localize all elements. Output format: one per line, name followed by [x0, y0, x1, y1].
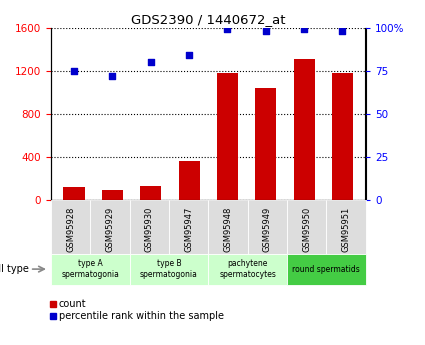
Point: [71, 68, 77, 73]
Bar: [208, 254, 287, 285]
Bar: [294, 59, 314, 200]
Point: [224, 27, 231, 32]
Bar: [130, 254, 208, 285]
Text: type A
spermatogonia: type A spermatogonia: [61, 259, 119, 279]
Bar: [255, 88, 276, 200]
Bar: [287, 254, 366, 285]
Bar: [178, 161, 200, 200]
Bar: [63, 187, 85, 200]
Text: GSM95950: GSM95950: [302, 207, 311, 252]
Text: GSM95948: GSM95948: [224, 207, 232, 252]
Text: GSM95951: GSM95951: [341, 207, 350, 252]
Title: GDS2390 / 1440672_at: GDS2390 / 1440672_at: [131, 13, 286, 27]
Text: GSM95929: GSM95929: [105, 207, 114, 252]
Point: [339, 28, 346, 34]
Point: [301, 27, 308, 32]
Text: pachytene
spermatocytes: pachytene spermatocytes: [219, 259, 276, 279]
Bar: [169, 200, 208, 254]
Bar: [102, 190, 123, 200]
Point: [109, 73, 116, 79]
Text: percentile rank within the sample: percentile rank within the sample: [59, 311, 224, 321]
Text: GSM95949: GSM95949: [263, 207, 272, 252]
Bar: [51, 200, 90, 254]
Text: GSM95947: GSM95947: [184, 207, 193, 252]
Bar: [208, 200, 247, 254]
Text: cell type: cell type: [0, 264, 29, 274]
Point: [186, 52, 193, 58]
Text: GSM95928: GSM95928: [66, 207, 75, 252]
Text: GSM95930: GSM95930: [145, 207, 154, 252]
Bar: [332, 73, 353, 200]
Bar: [90, 200, 130, 254]
Bar: [217, 73, 238, 200]
Text: count: count: [59, 299, 86, 308]
Bar: [287, 200, 326, 254]
Point: [262, 28, 269, 34]
Text: type B
spermatogonia: type B spermatogonia: [140, 259, 198, 279]
Bar: [51, 254, 130, 285]
Bar: [140, 186, 161, 200]
Bar: [326, 200, 366, 254]
Bar: [130, 200, 169, 254]
Point: [147, 59, 154, 65]
Bar: [247, 200, 287, 254]
Text: round spermatids: round spermatids: [292, 265, 360, 274]
